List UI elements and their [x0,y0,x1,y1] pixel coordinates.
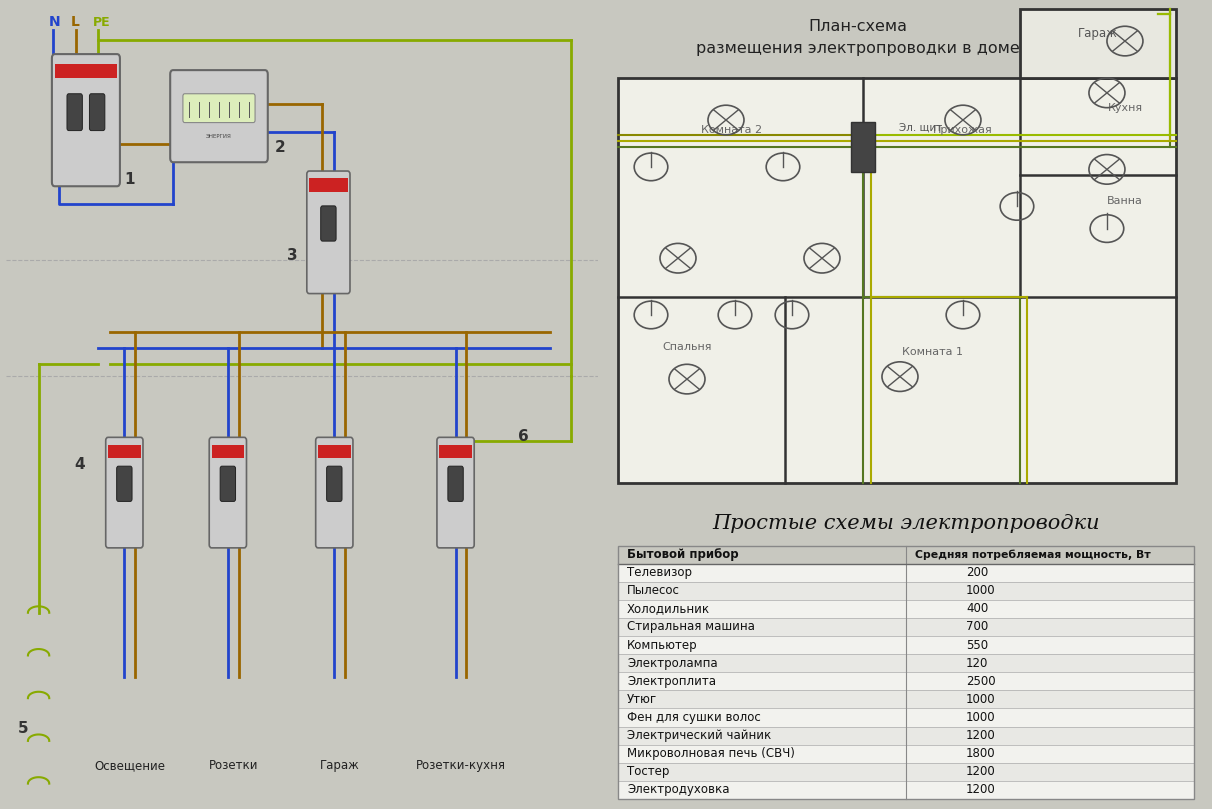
Bar [618,618,1194,636]
Text: 1200: 1200 [966,765,996,778]
Text: Гараж: Гараж [320,759,360,772]
Text: 120: 120 [966,657,988,670]
FancyBboxPatch shape [67,94,82,130]
Bar [618,744,1194,763]
Text: Спальня: Спальня [662,342,711,352]
Text: Эл. щит: Эл. щит [899,122,943,132]
FancyBboxPatch shape [170,70,268,163]
Bar [309,178,348,192]
FancyBboxPatch shape [307,171,350,294]
Text: 1: 1 [125,172,135,187]
Text: Электролампа: Электролампа [627,657,718,670]
Bar [618,726,1194,744]
Bar [1019,9,1176,78]
FancyBboxPatch shape [221,466,235,502]
Text: L: L [72,15,80,29]
Text: Средняя потребляемая мощность, Вт: Средняя потребляемая мощность, Вт [915,549,1150,560]
FancyBboxPatch shape [326,466,342,502]
Text: Электрический чайник: Электрический чайник [627,729,771,742]
Text: 1000: 1000 [966,711,995,724]
Text: 2: 2 [275,140,286,155]
Text: ЭНЕРГИЯ: ЭНЕРГИЯ [206,133,231,138]
Text: 1000: 1000 [966,584,995,597]
Text: размещения электропроводки в доме: размещения электропроводки в доме [696,41,1019,56]
Text: N: N [48,15,61,29]
Text: Розетки: Розетки [208,759,258,772]
Text: Электроплита: Электроплита [627,675,716,688]
Text: Холодильник: Холодильник [627,603,710,616]
Text: 1000: 1000 [966,693,995,706]
FancyBboxPatch shape [183,94,255,123]
FancyBboxPatch shape [105,438,143,548]
Bar [618,545,1194,564]
Bar [618,78,1176,483]
Text: 3: 3 [287,248,298,264]
Text: 2500: 2500 [966,675,995,688]
Text: Телевизор: Телевизор [627,566,692,579]
Text: 1200: 1200 [966,729,996,742]
Bar [618,672,1194,690]
Text: Микроволновая печь (СВЧ): Микроволновая печь (СВЧ) [627,748,795,760]
Text: Бытовой прибор: Бытовой прибор [627,549,738,561]
Text: План-схема: План-схема [808,19,908,34]
Bar [618,564,1194,582]
Text: Тостер: Тостер [627,765,669,778]
Text: Комната 1: Комната 1 [903,347,964,357]
Text: 200: 200 [966,566,988,579]
Text: Освещение: Освещение [95,759,165,772]
Text: Пылесос: Пылесос [627,584,680,597]
Text: 1800: 1800 [966,748,995,760]
FancyBboxPatch shape [321,205,336,241]
Text: 1200: 1200 [966,783,996,796]
Text: Простые схемы электропроводки: Простые схемы электропроводки [713,514,1099,532]
Bar [55,64,116,78]
Text: 700: 700 [966,621,988,633]
Text: PE: PE [93,16,110,29]
Text: Стиральная машина: Стиральная машина [627,621,755,633]
Text: 6: 6 [518,429,528,443]
Bar [618,781,1194,799]
Text: Розетки-кухня: Розетки-кухня [416,759,505,772]
FancyBboxPatch shape [438,438,474,548]
Text: Кухня: Кухня [1108,103,1143,112]
FancyBboxPatch shape [90,94,104,130]
Bar [618,545,1194,799]
Bar [618,709,1194,726]
Bar [618,636,1194,654]
Text: 5: 5 [18,721,29,736]
Bar [618,654,1194,672]
FancyBboxPatch shape [210,438,246,548]
FancyBboxPatch shape [448,466,463,502]
Bar [618,690,1194,709]
Text: Утюг: Утюг [627,693,657,706]
Bar [618,582,1194,599]
Bar [318,445,350,458]
Text: Прихожая: Прихожая [933,125,993,135]
Text: Ванна: Ванна [1107,197,1143,206]
Bar [439,445,471,458]
Bar [212,445,244,458]
FancyBboxPatch shape [52,54,120,186]
Text: 400: 400 [966,603,988,616]
FancyBboxPatch shape [315,438,353,548]
Text: Компьютер: Компьютер [627,638,698,651]
Text: Гараж: Гараж [1077,27,1117,40]
Bar [618,763,1194,781]
Bar [618,599,1194,618]
Text: Фен для сушки волос: Фен для сушки волос [627,711,761,724]
Text: 4: 4 [74,456,85,472]
Text: Электродуховка: Электродуховка [627,783,730,796]
Bar [108,445,141,458]
FancyBboxPatch shape [116,466,132,502]
Text: 550: 550 [966,638,988,651]
Bar [852,122,875,172]
Text: Комната 2: Комната 2 [702,125,762,135]
